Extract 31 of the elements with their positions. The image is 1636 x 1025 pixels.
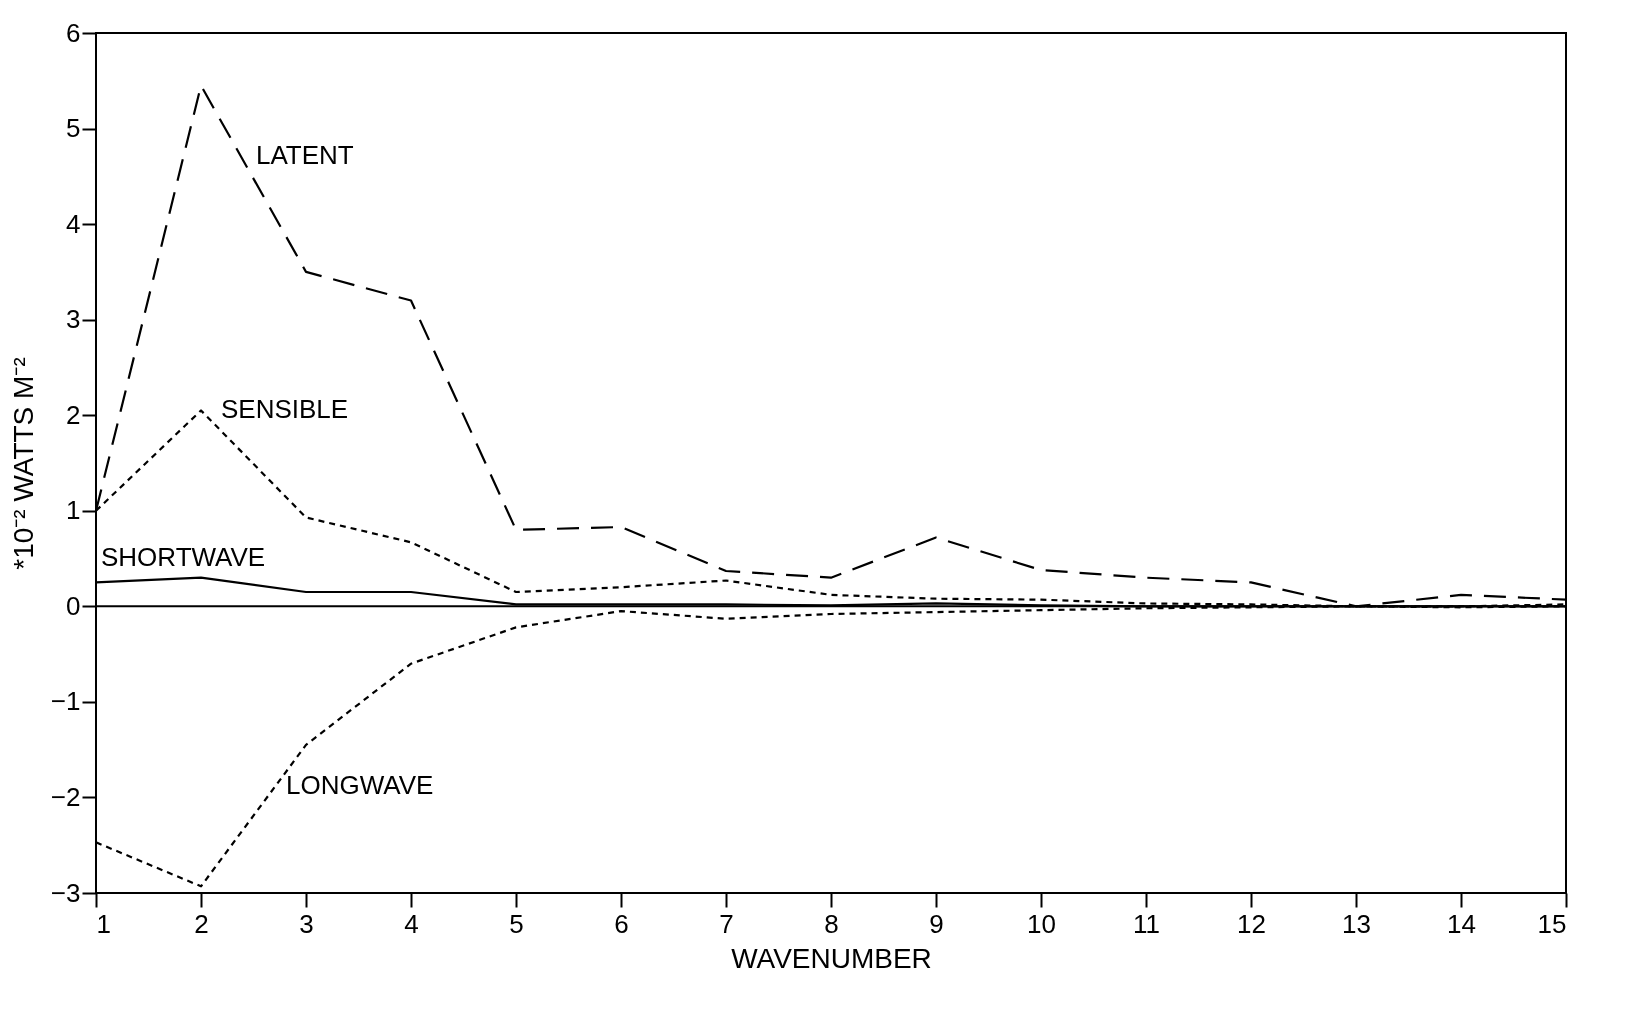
y-axis-title: *10⁻² WATTS M⁻² bbox=[7, 357, 39, 570]
x-tick-label: 6 bbox=[614, 908, 629, 939]
series-label: LONGWAVE bbox=[286, 770, 434, 801]
x-tick-label: 3 bbox=[299, 908, 314, 939]
y-tick-label: −1 bbox=[50, 686, 81, 717]
y-tick-label: −3 bbox=[50, 877, 81, 908]
x-axis-title: WAVENUMBER bbox=[731, 942, 932, 974]
y-tick-label: 1 bbox=[66, 495, 81, 526]
x-tick-label: 2 bbox=[194, 908, 209, 939]
y-tick-label: 2 bbox=[66, 399, 81, 430]
series-label: LATENT bbox=[256, 139, 354, 170]
x-tick-label: 4 bbox=[404, 908, 419, 939]
x-tick-label: 13 bbox=[1342, 908, 1371, 939]
y-tick-label: 0 bbox=[66, 590, 81, 621]
x-tick-label: 9 bbox=[929, 908, 944, 939]
x-tick-label: 5 bbox=[509, 908, 524, 939]
y-tick-label: 6 bbox=[66, 17, 81, 48]
series-label: SHORTWAVE bbox=[101, 541, 266, 572]
x-tick-label: 7 bbox=[719, 908, 734, 939]
x-tick-label: 1 bbox=[96, 908, 111, 939]
y-tick-label: 4 bbox=[66, 208, 81, 239]
x-tick-label: 14 bbox=[1447, 908, 1476, 939]
y-tick-label: 5 bbox=[66, 113, 81, 144]
x-tick-label: 15 bbox=[1537, 908, 1567, 939]
x-tick-label: 12 bbox=[1237, 908, 1266, 939]
y-tick-label: 3 bbox=[66, 304, 81, 335]
y-tick-label: −2 bbox=[50, 781, 81, 812]
x-tick-label: 8 bbox=[824, 908, 839, 939]
series-label: SENSIBLE bbox=[221, 394, 349, 425]
x-tick-label: 11 bbox=[1133, 908, 1160, 939]
x-tick-label: 10 bbox=[1027, 908, 1056, 939]
